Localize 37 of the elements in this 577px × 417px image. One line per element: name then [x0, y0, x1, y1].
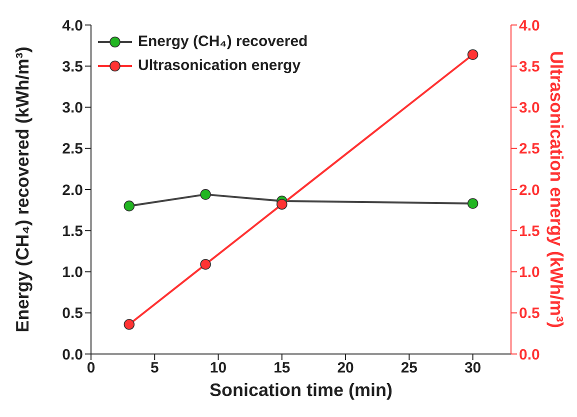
point — [200, 189, 211, 200]
y-tick-label: 3.5 — [62, 58, 83, 76]
point — [124, 318, 135, 330]
x-tick-label: 30 — [464, 360, 482, 377]
y2-tick-label: 4.0 — [519, 17, 540, 34]
x-tick-label: 5 — [150, 360, 159, 377]
point — [467, 49, 478, 60]
point — [124, 200, 135, 212]
legend-label: Energy (CH₄) recovered — [138, 32, 308, 52]
x-tick-label: 20 — [337, 360, 354, 377]
y2-tick-label: 0.5 — [519, 305, 540, 322]
y2-tick-label: 3.5 — [519, 58, 540, 76]
x-tick-label: 15 — [274, 360, 290, 377]
y-tick-label: 3.0 — [62, 100, 83, 117]
y2-tick-label: 1.0 — [519, 264, 540, 282]
y2-tick-label: 1.5 — [519, 222, 540, 240]
point — [200, 258, 211, 270]
y-tick-label: 2.0 — [62, 182, 83, 199]
y2-tick-label: 3.0 — [519, 100, 540, 117]
y-tick-label: 1.0 — [62, 264, 83, 282]
y2-tick-label: 2.0 — [519, 182, 540, 199]
x-tick-label: 10 — [210, 360, 227, 377]
y-tick-label: 0.0 — [62, 346, 83, 364]
x-axis-title: Sonication time (min) — [209, 380, 393, 400]
y2-tick-label: 2.5 — [519, 140, 540, 158]
y-tick-label: 0.5 — [62, 305, 83, 322]
legend-label: Ultrasonication energy — [138, 56, 301, 76]
point — [467, 198, 478, 209]
y2-axis-title: Ultrasonication energy (kWh/m³) — [546, 50, 567, 328]
x-tick-label: 25 — [400, 360, 418, 377]
point — [276, 198, 288, 210]
x-tick-label: 0 — [86, 360, 96, 377]
y-tick-label: 2.5 — [62, 140, 83, 158]
y-axis-title: Energy (CH₄) recovered (kWh/m³) — [12, 46, 32, 332]
y2-tick-label: 0.0 — [519, 346, 540, 364]
y-tick-label: 4.0 — [62, 17, 83, 34]
y-tick-label: 1.5 — [62, 222, 83, 240]
